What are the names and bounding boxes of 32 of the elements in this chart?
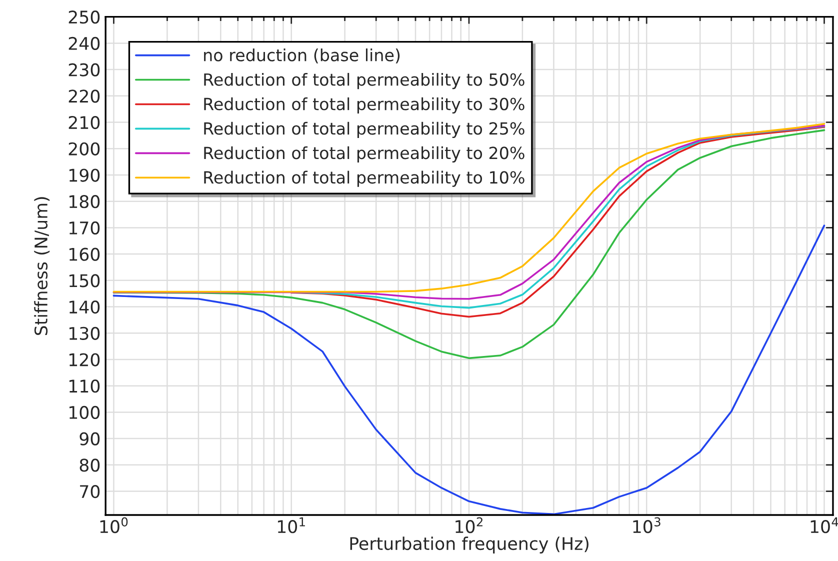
- y-tick-label: 120: [69, 353, 100, 366]
- x-tick-label: 10$^{1}$: [278, 517, 305, 534]
- legend-label: Reduction of total permeability to 25%: [204, 122, 524, 138]
- y-tick-label: 100: [69, 406, 100, 420]
- x-tick-label: 10$^{4}$: [810, 517, 838, 534]
- legend-label: Reduction of total permeability to 50%: [204, 72, 524, 90]
- y-tick-label: 70: [80, 484, 100, 498]
- y-tick-label: 130: [69, 326, 100, 340]
- y-tick-label: 110: [69, 380, 100, 393]
- y-tick-label: 200: [68, 142, 100, 156]
- y-tick-label: 90: [80, 432, 100, 446]
- y-tick-label: 150: [69, 274, 100, 288]
- y-tick-label: 160: [69, 248, 100, 261]
- y-tick-label: 250: [68, 10, 100, 24]
- x-tick-label: 10$^{0}$: [100, 517, 128, 534]
- y-tick-label: 220: [68, 90, 100, 103]
- legend-label: no reduction (base line): [204, 48, 400, 64]
- y-axis-title: Stiffness (N/um): [34, 197, 50, 335]
- y-tick-label: 170: [69, 221, 100, 235]
- y-tick-label: 230: [68, 63, 100, 76]
- y-tick-label: 80: [80, 458, 100, 472]
- y-tick-label: 210: [68, 116, 100, 130]
- y-tick-label: 190: [69, 168, 100, 182]
- x-tick-label: 10$^{3}$: [633, 517, 660, 534]
- legend-label: Reduction of total permeability to 10%: [204, 170, 524, 187]
- x-tick-label: 10$^{2}$: [456, 517, 482, 534]
- legend-label: Reduction of total permeability to 20%: [204, 146, 524, 162]
- y-tick-label: 140: [69, 300, 100, 314]
- x-axis-title: Perturbation frequency (Hz): [350, 536, 588, 554]
- legend-label: Reduction of total permeability to 30%: [204, 97, 524, 114]
- y-tick-label: 180: [69, 195, 100, 208]
- y-tick-label: 240: [68, 36, 100, 50]
